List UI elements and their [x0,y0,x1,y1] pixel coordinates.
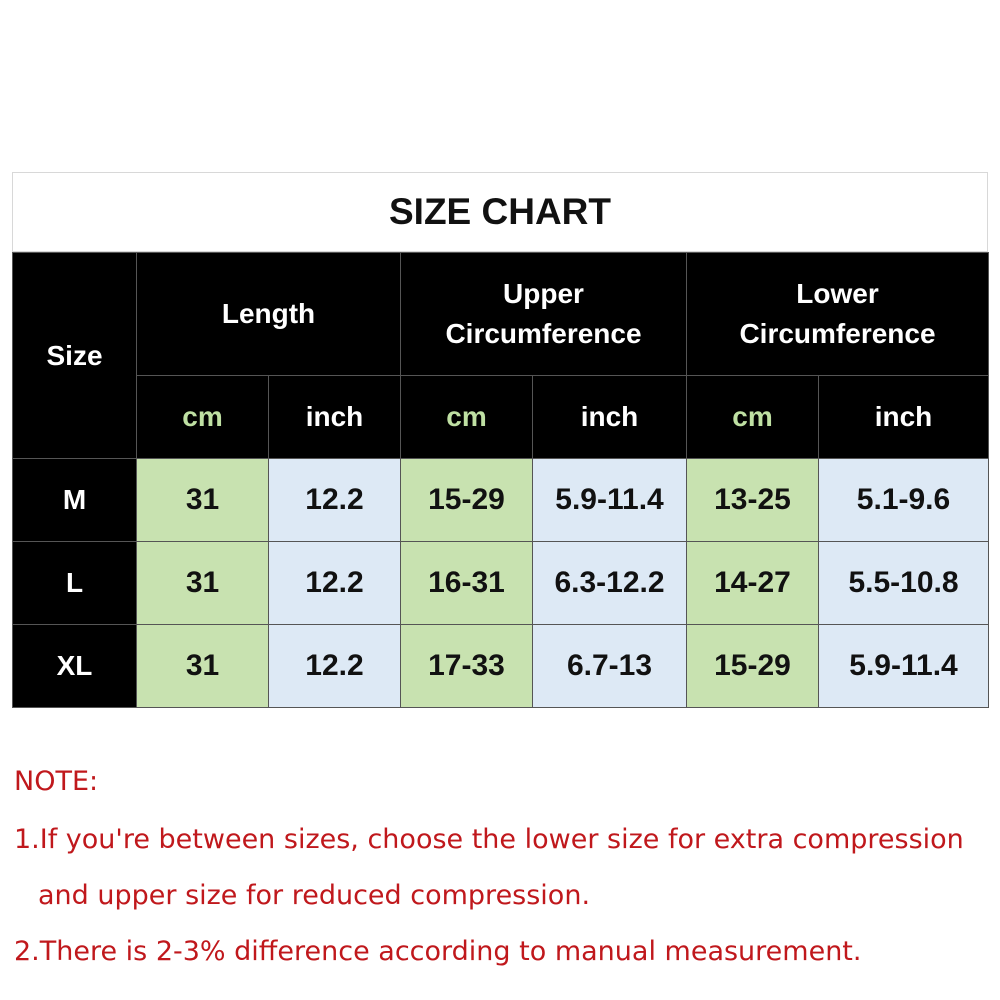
table-row: L 31 12.2 16-31 6.3-12.2 14-27 5.5-10.8 [12,541,989,625]
lower-circumference-header: Lower Circumference [686,252,989,376]
size-label: XL [12,624,137,708]
length-cm-value: 31 [136,541,269,625]
size-table: Size Length Upper Circumference Lower Ci… [12,252,989,708]
size-header: Size [12,252,137,459]
lower-cm-value: 15-29 [686,624,819,708]
upper-inch-value: 6.3-12.2 [532,541,687,625]
size-chart: SIZE CHART Size Length Upper Circumferen… [12,172,989,708]
upper-inch-value: 6.7-13 [532,624,687,708]
upper-inch-value: 5.9-11.4 [532,458,687,542]
upper-cm-value: 16-31 [400,541,533,625]
lower-cm-value: 13-25 [686,458,819,542]
unit-inch: inch [532,375,687,459]
upper-header-line1: Upper [503,278,584,309]
unit-inch: inch [268,375,401,459]
lower-inch-value: 5.9-11.4 [818,624,989,708]
chart-title-bar: SIZE CHART [12,172,988,252]
table-row: XL 31 12.2 17-33 6.7-13 15-29 5.9-11.4 [12,624,989,708]
length-inch-value: 12.2 [268,624,401,708]
length-header: Length [136,252,401,376]
upper-header-line2: Circumference [445,318,642,349]
unit-cm: cm [686,375,819,459]
size-label: L [12,541,137,625]
lower-cm-value: 14-27 [686,541,819,625]
notes-heading: NOTE: [14,766,99,797]
header-row-groups: Size Length Upper Circumference Lower Ci… [12,252,989,459]
lower-header-line1: Lower [796,278,879,309]
length-cm-value: 31 [136,624,269,708]
lower-inch-value: 5.5-10.8 [818,541,989,625]
upper-cm-value: 17-33 [400,624,533,708]
length-inch-value: 12.2 [268,541,401,625]
unit-inch: inch [818,375,989,459]
lower-inch-value: 5.1-9.6 [818,458,989,542]
size-label: M [12,458,137,542]
length-inch-value: 12.2 [268,458,401,542]
note-1-continued: and upper size for reduced compression. [38,880,591,911]
chart-title: SIZE CHART [389,191,611,232]
note-2: 2.There is 2-3% difference according to … [14,936,862,967]
header-row-units: cm inch cm inch cm inch [13,375,989,459]
length-cm-value: 31 [136,458,269,542]
note-1: 1.If you're between sizes, choose the lo… [14,824,964,855]
upper-circumference-header: Upper Circumference [400,252,687,376]
length-header-label: Length [221,298,316,329]
unit-cm: cm [400,375,533,459]
size-header-label: Size [46,339,103,371]
upper-cm-value: 15-29 [400,458,533,542]
table-row: M 31 12.2 15-29 5.9-11.4 13-25 5.1-9.6 [12,458,989,542]
unit-cm: cm [136,375,269,459]
lower-header-line2: Circumference [739,318,936,349]
